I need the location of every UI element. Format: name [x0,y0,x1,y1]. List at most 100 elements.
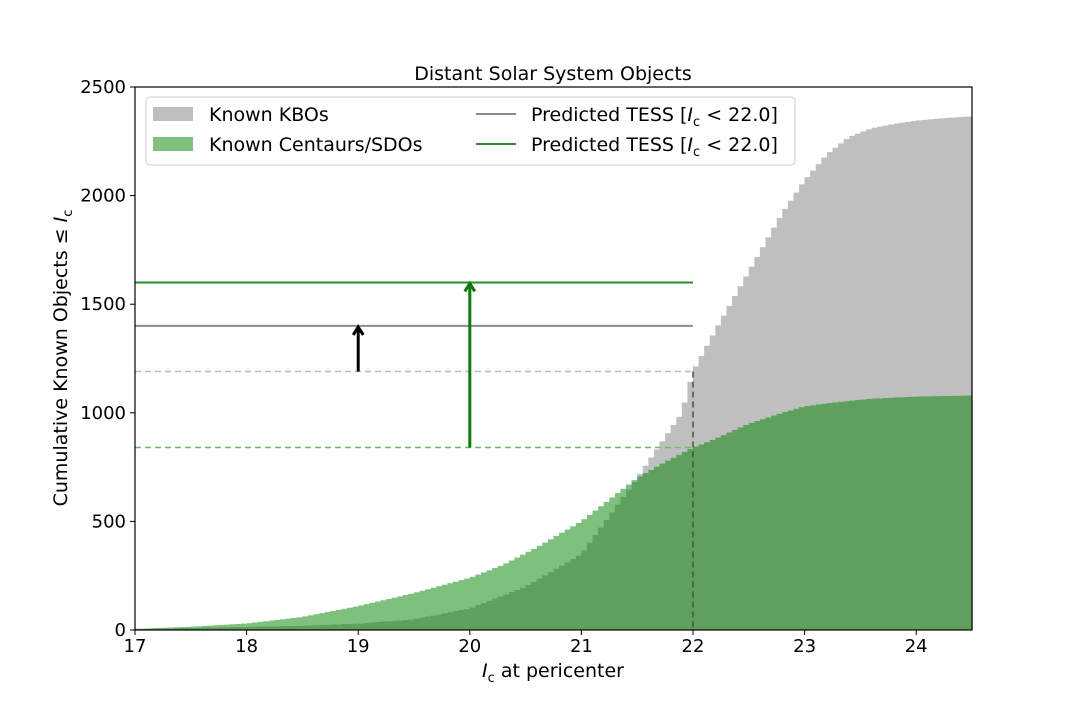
y-tick-label: 500 [92,511,126,532]
histogram-bar-overlap [720,435,728,630]
histogram-bar-upper [503,563,510,595]
histogram-bar-overlap [480,602,488,630]
histogram-bar-overlap [285,625,292,630]
histogram-bar-upper [598,506,605,528]
histogram-bar-overlap [932,396,940,630]
histogram-bar-overlap [536,578,543,630]
histogram-bar-overlap [893,397,901,630]
histogram-bar-overlap [715,437,722,630]
histogram-bar-upper [369,602,376,623]
histogram-bar-upper [626,484,633,490]
histogram-bar-upper [564,529,571,563]
x-tick-label: 24 [905,636,928,657]
y-axis-label: Cumulative Known Objects ≤ Ic [50,210,76,507]
histogram-bar-overlap [162,628,170,630]
histogram-bar-overlap [542,575,549,630]
histogram-bar-overlap [637,476,644,630]
histogram-bar-upper [648,457,655,470]
histogram-bar-overlap [771,415,778,630]
histogram-bar-upper [520,554,527,588]
legend-swatch [153,107,193,121]
histogram-bar-upper [782,208,789,412]
histogram-bar-upper [949,117,956,396]
histogram-bar-upper [414,592,421,619]
histogram-bar-overlap [603,519,610,630]
histogram-bar-overlap [547,571,555,630]
histogram-bar-overlap [592,534,599,630]
histogram-bar-upper [229,624,237,628]
histogram-bar-upper [826,152,834,404]
histogram-bar-overlap [681,451,689,630]
histogram-bar-upper [693,366,700,447]
histogram-bar-overlap [140,628,147,630]
histogram-bar-overlap [748,422,755,630]
histogram-bar-overlap [826,403,834,630]
x-tick-label: 20 [458,636,481,657]
histogram-bar-upper [536,545,543,579]
histogram-bar-upper [637,473,644,477]
histogram-bar-overlap [447,612,454,630]
legend-label: Predicted TESS [Ic < 22.0] [531,104,778,130]
histogram-bar-overlap [218,627,225,630]
histogram-bar-overlap [815,404,822,630]
histogram-bar-overlap [653,466,661,630]
histogram-bar-overlap [687,449,694,630]
histogram-bar-upper [453,581,460,611]
histogram-bar-upper [838,143,845,402]
histogram-bar-overlap [559,565,566,630]
histogram-bar-upper [592,510,599,535]
histogram-bar-overlap [263,626,270,630]
histogram-bar-overlap [860,399,867,630]
histogram-bar-upper [486,570,493,601]
histogram-bar-upper [603,501,610,520]
histogram-bar-upper [843,139,850,402]
histogram-bar-upper [726,305,733,433]
x-tick-label: 22 [682,636,705,657]
histogram-bar-overlap [882,398,889,630]
histogram-bar-upper [391,597,398,621]
histogram-bar-overlap [704,442,711,630]
histogram-bar-overlap [414,618,421,630]
histogram-bar-upper [854,133,861,401]
histogram-bar-overlap [793,408,800,630]
histogram-bar-overlap [335,624,343,630]
histogram-bar-overlap [386,621,393,630]
histogram-bar-overlap [698,444,705,630]
histogram-bar-overlap [196,627,203,630]
histogram-bar-overlap [665,460,672,630]
y-tick-label: 1500 [80,294,126,315]
axes: 17 18 19 20 21 22 23 24 0 500 1000 1500 2000 2500 [80,77,973,657]
histogram-bar-overlap [380,621,387,630]
histogram-bar-upper [492,568,499,599]
histogram-bar-overlap [151,628,158,630]
histogram-bar-upper [497,565,504,597]
histogram-bar-overlap [520,587,527,630]
histogram-bar-upper [185,626,192,628]
histogram-bar-overlap [726,432,733,630]
histogram-bar-upper [620,488,627,497]
histogram-bar-upper [765,237,772,418]
histogram-bar-upper [787,200,795,411]
plot-frame [134,86,973,631]
histogram-bar-upper [821,157,828,404]
histogram-bar-upper [704,345,711,443]
histogram-bar-overlap [453,610,460,630]
histogram-bar-upper [653,449,661,467]
histogram-bar-overlap [609,512,616,630]
histogram-bar-overlap [737,427,744,630]
histogram-bar-upper [296,617,303,626]
histogram-bar-upper [514,557,521,590]
histogram-bar-upper [553,536,560,569]
histogram-bar-upper [676,416,683,455]
histogram-bar-overlap [581,550,588,630]
histogram-bar-overlap [944,395,951,630]
histogram-bar-upper [441,584,449,614]
histogram-bar-overlap [631,481,638,630]
histogram-bar-upper [575,523,582,556]
histogram-bar-upper [927,119,934,397]
histogram-bar-upper [709,335,716,440]
histogram-bar-overlap [525,584,532,630]
histogram-bar-upper [955,117,962,396]
histogram-bar-overlap [458,609,465,630]
